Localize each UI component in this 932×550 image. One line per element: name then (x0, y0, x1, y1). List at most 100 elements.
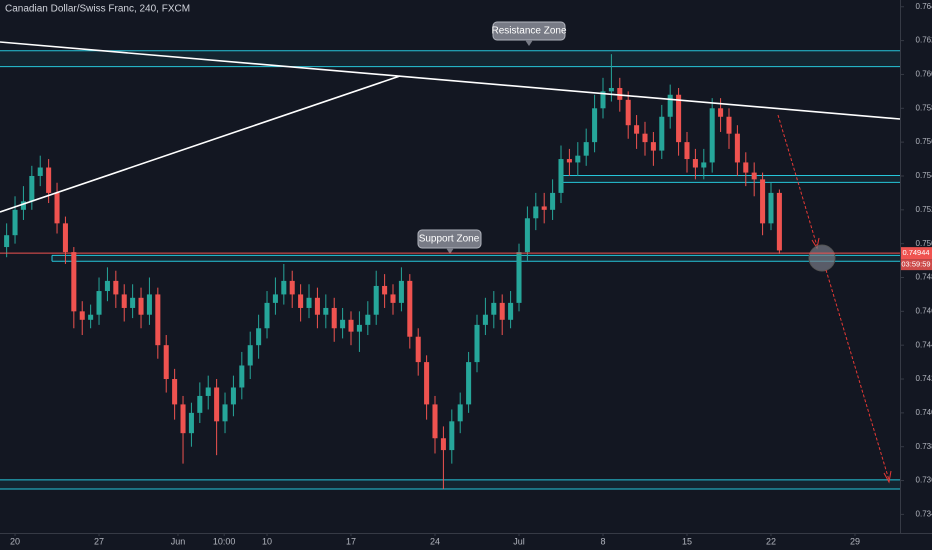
y-tick-label: 0.75000 (916, 239, 932, 248)
candle-body (20, 201, 26, 210)
candle-body (146, 294, 152, 315)
candle-body (71, 252, 77, 312)
candle-body (676, 94, 682, 143)
candle-body (54, 192, 60, 224)
candle-body (340, 319, 346, 329)
candle-body (46, 167, 52, 193)
candle-body (365, 314, 371, 325)
candle-body (113, 280, 119, 295)
candle-body (331, 307, 337, 329)
candle-body (172, 379, 178, 405)
x-tick-label: 29 (850, 536, 860, 546)
candle-body (104, 280, 110, 292)
candle-body (776, 192, 782, 251)
candle-body (256, 328, 262, 346)
candle-body (684, 142, 690, 160)
y-tick-label: 0.76000 (916, 70, 932, 79)
candle-body (138, 297, 144, 315)
zone-fill (560, 175, 900, 183)
candle-body (550, 192, 556, 210)
y-tick-label: 0.73800 (916, 442, 932, 451)
candle-body (239, 365, 245, 388)
candle-body (281, 280, 287, 295)
candle-body (29, 175, 35, 202)
candle-body (760, 179, 766, 224)
candle-body (205, 387, 211, 396)
zones (0, 50, 900, 490)
candle-body (424, 362, 430, 405)
candle-body (642, 133, 648, 143)
candle-body (659, 116, 665, 151)
arrow-head (883, 470, 892, 484)
candle-body (482, 314, 488, 325)
candle-body (390, 294, 396, 303)
trend-line (0, 41, 901, 120)
countdown-label: 03:59:59 (901, 260, 930, 269)
candle-body (373, 285, 379, 315)
candle-body (541, 206, 547, 210)
candle-body (247, 345, 253, 366)
candles (4, 54, 782, 490)
y-tick-label: 0.74800 (916, 273, 932, 282)
candle-body (499, 302, 505, 320)
candle-body (348, 319, 354, 332)
candle-body (4, 235, 10, 248)
candle-body (180, 404, 186, 434)
tag-label: Support Zone (419, 234, 480, 245)
candle-body (440, 438, 446, 451)
candle-body (121, 294, 127, 308)
candle-body (634, 125, 640, 134)
candle-body (692, 159, 698, 168)
candle-body (701, 162, 707, 168)
candle-body (516, 252, 522, 303)
candle-body (466, 362, 472, 405)
last-price-box (901, 247, 932, 260)
candle-body (163, 345, 169, 380)
candle-body (709, 108, 715, 163)
y-tick-label: 0.74400 (916, 340, 932, 349)
x-tick-label: Jul (513, 536, 525, 546)
candle-body (432, 404, 438, 439)
candle-body (743, 162, 749, 173)
candle-body (575, 155, 581, 163)
candle-body (37, 167, 43, 176)
y-tick-label: 0.73600 (916, 476, 932, 485)
candle-body (155, 294, 161, 346)
candle-body (457, 404, 463, 422)
candle-body (382, 285, 388, 295)
y-tick-label: 0.73400 (916, 509, 932, 518)
candle-body (734, 133, 740, 163)
chart-title: Canadian Dollar/Swiss Franc, 240, FXCM (5, 4, 190, 15)
candle-body (289, 280, 295, 295)
resistance-tag: Resistance Zone (491, 21, 567, 46)
candle-body (306, 297, 312, 308)
candle-body (600, 91, 606, 109)
y-tick-label: 0.75200 (916, 205, 932, 214)
y-tick-label: 0.74600 (916, 306, 932, 315)
tag-pointer (525, 40, 533, 46)
candle-body (625, 99, 631, 126)
x-tick-label: 15 (682, 536, 692, 546)
candle-body (491, 302, 497, 315)
candle-body (583, 142, 589, 156)
candle-body (12, 209, 18, 236)
candle-body (62, 223, 68, 253)
zone-fill (0, 479, 900, 490)
candle-body (188, 412, 194, 434)
projection-arrow (777, 114, 818, 247)
candle-body (449, 421, 455, 451)
candle-body (356, 324, 362, 332)
y-tick-label: 0.74000 (916, 408, 932, 417)
candle-body (667, 94, 673, 117)
candle-body (592, 108, 598, 143)
candle-body (197, 395, 203, 413)
y-tick-label: 0.75400 (916, 171, 932, 180)
candle-body (298, 294, 304, 308)
y-tick-label: 0.76400 (916, 2, 932, 11)
candle-body (650, 142, 656, 151)
candle-body (88, 314, 94, 320)
x-tick-label: 8 (600, 536, 605, 546)
x-tick-label: 20 (10, 536, 20, 546)
